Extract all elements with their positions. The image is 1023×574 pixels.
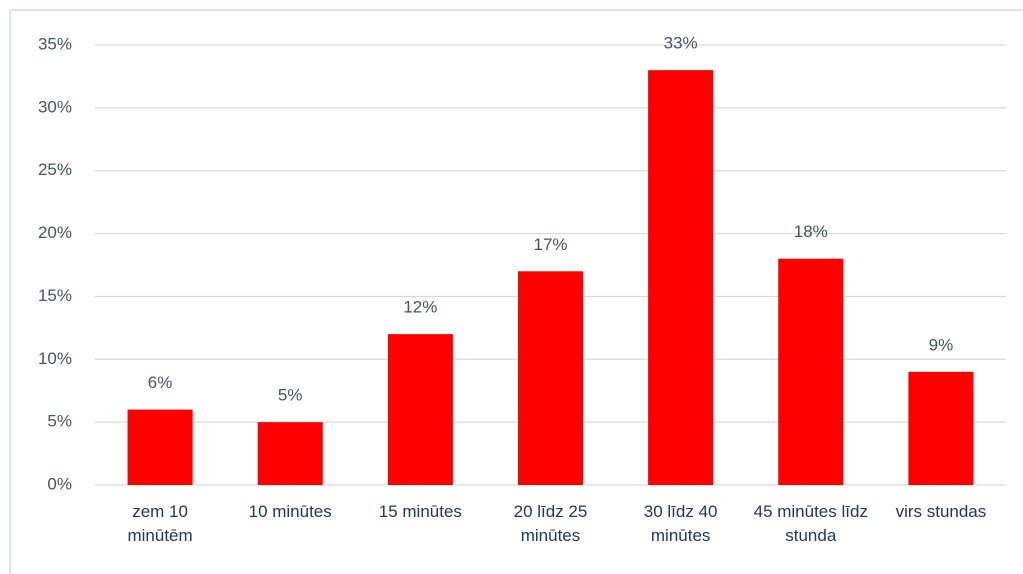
x-tick-label: zem 10 minūtēm <box>127 502 193 545</box>
data-label: 17% <box>533 235 567 254</box>
y-tick-label: 15% <box>38 286 72 305</box>
x-tick-label: 30 līdz 40 minūtes <box>643 502 718 545</box>
bar <box>257 422 323 485</box>
y-tick-label: 25% <box>38 160 72 179</box>
bar <box>387 334 453 485</box>
bar <box>127 409 193 485</box>
bar <box>908 371 974 485</box>
data-label: 5% <box>278 386 303 405</box>
bar <box>648 70 714 486</box>
data-label: 33% <box>664 34 698 53</box>
x-tick-label: 45 minūtes līdz stunda <box>753 502 868 545</box>
x-tick-label: 10 minūtes <box>248 502 332 521</box>
data-label: 9% <box>929 335 954 354</box>
y-tick-label: 20% <box>38 223 72 242</box>
data-label: 12% <box>403 298 437 317</box>
bar <box>778 258 844 485</box>
y-tick-label: 30% <box>38 97 72 116</box>
data-label: 18% <box>794 222 828 241</box>
bar <box>517 271 584 485</box>
x-tick-label: 20 līdz 25 minūtes <box>513 502 588 545</box>
y-tick-label: 5% <box>47 412 72 431</box>
y-tick-label: 0% <box>47 474 72 493</box>
x-tick-label: 15 minūtes <box>378 502 462 521</box>
data-label: 6% <box>148 373 173 392</box>
x-tick-label: virs stundas <box>895 502 987 521</box>
y-tick-label: 35% <box>38 34 72 53</box>
y-tick-label: 10% <box>38 349 72 368</box>
